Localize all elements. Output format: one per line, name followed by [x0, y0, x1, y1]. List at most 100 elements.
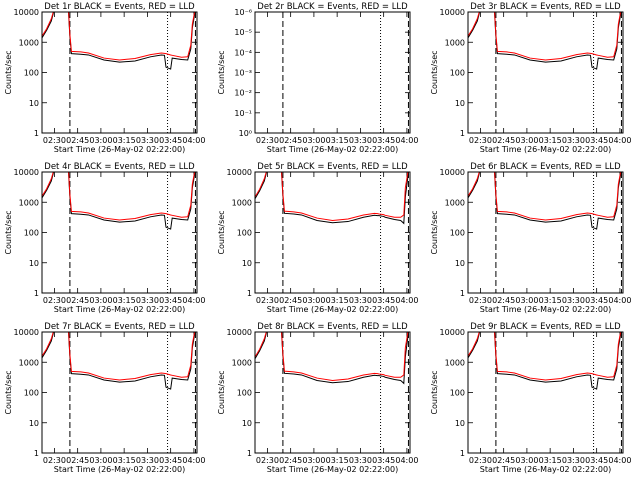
y-axis-label: Counts/sec: [430, 370, 439, 414]
x-tick-label: 03:30: [562, 136, 585, 145]
x-tick-label: 03:15: [113, 456, 136, 465]
y-tick-label: 10000: [227, 328, 252, 337]
y-tick-label: 100: [24, 389, 39, 398]
x-tick-label: 03:30: [136, 296, 159, 305]
panel-title: Det 2r BLACK = Events, RED = LLD: [257, 2, 408, 12]
y-axis-label: Counts/sec: [217, 370, 226, 414]
panel-title: Det 4r BLACK = Events, RED = LLD: [44, 162, 195, 172]
panel: Det 4r BLACK = Events, RED = LLD Start Ti…: [4, 162, 205, 314]
x-tick-label: 03:30: [136, 456, 159, 465]
x-tick-label: 03:00: [515, 296, 538, 305]
series-line: [255, 332, 409, 381]
x-axis-label: Start Time (26-May-02 02:22:00): [54, 465, 185, 474]
plot-frame: [254, 11, 411, 134]
x-tick-label: 02:45: [66, 456, 89, 465]
panel: Det 7r BLACK = Events, RED = LLD Start Ti…: [4, 322, 205, 474]
y-tick-label: 10⁻⁵: [234, 28, 252, 37]
plot-frame: [254, 331, 411, 454]
series-line: [255, 172, 410, 225]
x-tick-label: 02:30: [469, 456, 492, 465]
y-tick-label: 10000: [440, 8, 465, 17]
series-line: [42, 172, 196, 230]
y-tick-label: 1000: [445, 198, 465, 207]
y-axis-label: Counts/sec: [217, 50, 226, 94]
panel-title: Det 6r BLACK = Events, RED = LLD: [470, 162, 621, 172]
series-line: [468, 12, 622, 70]
x-tick-label: 04:00: [395, 296, 418, 305]
y-tick-label: 1000: [19, 358, 39, 367]
plot-frame: [467, 171, 624, 294]
y-tick-label: 1: [34, 449, 39, 458]
x-axis-label: Start Time (26-May-02 02:22:00): [267, 465, 398, 474]
x-tick-label: 03:30: [349, 456, 372, 465]
y-tick-label: 1: [460, 129, 465, 138]
panel-title: Det 9r BLACK = Events, RED = LLD: [470, 322, 621, 332]
x-tick-label: 02:30: [43, 456, 66, 465]
y-tick-label: 10⁻²: [234, 89, 252, 98]
x-tick-label: 04:00: [182, 296, 205, 305]
plot-area: [42, 12, 196, 133]
y-axis-label: Counts/sec: [430, 210, 439, 254]
x-tick-label: 04:00: [608, 296, 631, 305]
y-tick-label: 10⁻⁶: [234, 8, 252, 17]
y-tick-label: 10: [455, 259, 465, 268]
y-tick-label: 10⁻³: [234, 69, 252, 78]
x-tick-label: 02:45: [492, 136, 515, 145]
plot-area: [468, 332, 622, 453]
x-tick-label: 04:00: [395, 456, 418, 465]
x-axis-label: Start Time (26-May-02 02:22:00): [480, 305, 611, 314]
x-tick-label: 03:30: [349, 296, 372, 305]
plot-area: [255, 332, 410, 453]
series-line: [42, 332, 196, 381]
x-tick-label: 03:00: [302, 456, 325, 465]
panel: Det 6r BLACK = Events, RED = LLD Start Ti…: [430, 162, 631, 314]
series-line: [468, 332, 622, 390]
plot-area: [282, 12, 409, 133]
x-tick-label: 03:15: [326, 456, 349, 465]
panel: Det 2r BLACK = Events, RED = LLD Start Ti…: [217, 2, 418, 154]
series-line: [42, 172, 196, 221]
y-tick-label: 100: [450, 229, 465, 238]
y-tick-label: 1000: [232, 358, 252, 367]
x-tick-label: 03:45: [372, 456, 395, 465]
x-tick-label: 03:00: [302, 296, 325, 305]
x-tick-label: 03:00: [89, 136, 112, 145]
x-tick-label: 03:15: [326, 136, 349, 145]
y-tick-label: 10: [242, 259, 252, 268]
y-tick-label: 1000: [445, 38, 465, 47]
series-line: [468, 12, 622, 61]
panel-title: Det 1r BLACK = Events, RED = LLD: [44, 2, 195, 12]
panel-title: Det 7r BLACK = Events, RED = LLD: [44, 322, 195, 332]
panel: Det 8r BLACK = Events, RED = LLD Start Ti…: [217, 322, 418, 474]
x-tick-label: 03:15: [539, 296, 562, 305]
x-tick-label: 02:30: [256, 456, 279, 465]
plot-area: [468, 172, 622, 293]
y-tick-label: 1: [460, 289, 465, 298]
x-tick-label: 03:45: [159, 456, 182, 465]
x-tick-label: 02:30: [43, 136, 66, 145]
y-tick-label: 1: [460, 449, 465, 458]
x-tick-label: 03:30: [562, 296, 585, 305]
x-axis-label: Start Time (26-May-02 02:22:00): [267, 305, 398, 314]
panel: Det 1r BLACK = Events, RED = LLD Start Ti…: [4, 2, 205, 154]
y-axis-label: Counts/sec: [4, 370, 13, 414]
x-tick-label: 03:45: [372, 136, 395, 145]
x-axis-label: Start Time (26-May-02 02:22:00): [480, 145, 611, 154]
x-tick-label: 03:45: [585, 456, 608, 465]
panel: Det 9r BLACK = Events, RED = LLD Start Ti…: [430, 322, 631, 474]
x-tick-label: 03:45: [159, 296, 182, 305]
y-tick-label: 1000: [445, 358, 465, 367]
y-axis-label: Counts/sec: [430, 50, 439, 94]
x-axis-label: Start Time (26-May-02 02:22:00): [267, 145, 398, 154]
x-tick-label: 02:30: [256, 296, 279, 305]
y-tick-label: 10: [455, 419, 465, 428]
y-axis-label: Counts/sec: [4, 210, 13, 254]
y-tick-label: 1000: [19, 198, 39, 207]
x-tick-label: 03:45: [585, 136, 608, 145]
plot-area: [255, 172, 410, 293]
x-tick-label: 02:45: [279, 456, 302, 465]
x-tick-label: 03:15: [113, 136, 136, 145]
x-tick-label: 04:00: [182, 456, 205, 465]
x-tick-label: 02:30: [469, 136, 492, 145]
series-line: [468, 172, 622, 221]
